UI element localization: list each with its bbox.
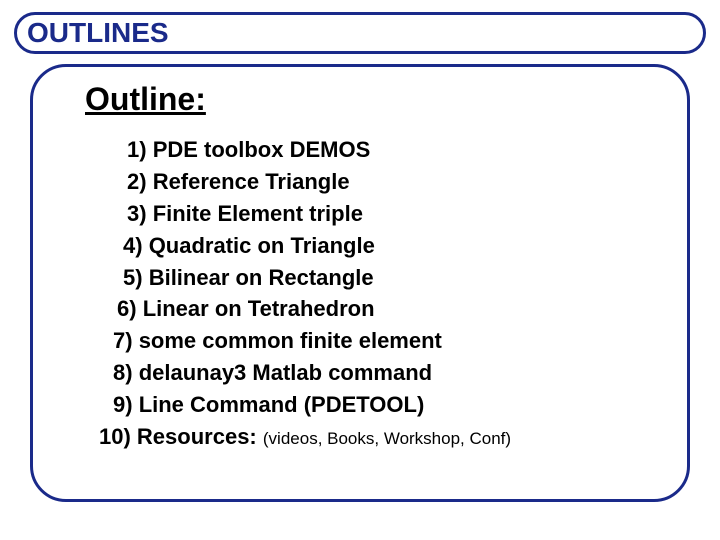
item-text: delaunay3 Matlab command [139, 360, 432, 385]
item-number: 1) [127, 137, 147, 162]
outline-list: 1) PDE toolbox DEMOS 2) Reference Triang… [77, 134, 663, 453]
list-item: 5) Bilinear on Rectangle [123, 262, 663, 294]
item-subtext: (videos, Books, Workshop, Conf) [263, 429, 511, 448]
item-text: Resources: [137, 424, 257, 449]
list-item: 8) delaunay3 Matlab command [113, 357, 663, 389]
item-text: Reference Triangle [153, 169, 350, 194]
item-text: Linear on Tetrahedron [143, 296, 375, 321]
list-item: 4) Quadratic on Triangle [123, 230, 663, 262]
item-text: Finite Element triple [153, 201, 363, 226]
item-text: some common finite element [139, 328, 442, 353]
item-number: 5) [123, 265, 143, 290]
list-item: 1) PDE toolbox DEMOS [127, 134, 663, 166]
item-text: PDE toolbox DEMOS [153, 137, 371, 162]
item-number: 8) [113, 360, 133, 385]
outline-heading: Outline: [85, 81, 663, 118]
header-title: OUTLINES [27, 17, 169, 49]
item-number: 10) [99, 424, 131, 449]
item-number: 2) [127, 169, 147, 194]
header-bar: OUTLINES [14, 12, 706, 54]
item-text: Line Command (PDETOOL) [139, 392, 425, 417]
list-item: 9) Line Command (PDETOOL) [113, 389, 663, 421]
item-text: Bilinear on Rectangle [149, 265, 374, 290]
list-item: 6) Linear on Tetrahedron [117, 293, 663, 325]
item-number: 9) [113, 392, 133, 417]
content-box: Outline: 1) PDE toolbox DEMOS 2) Referen… [30, 64, 690, 502]
item-number: 4) [123, 233, 143, 258]
item-number: 7) [113, 328, 133, 353]
list-item: 3) Finite Element triple [127, 198, 663, 230]
list-item: 2) Reference Triangle [127, 166, 663, 198]
list-item: 10) Resources: (videos, Books, Workshop,… [99, 421, 663, 453]
item-number: 3) [127, 201, 147, 226]
list-item: 7) some common finite element [113, 325, 663, 357]
item-number: 6) [117, 296, 137, 321]
item-text: Quadratic on Triangle [149, 233, 375, 258]
